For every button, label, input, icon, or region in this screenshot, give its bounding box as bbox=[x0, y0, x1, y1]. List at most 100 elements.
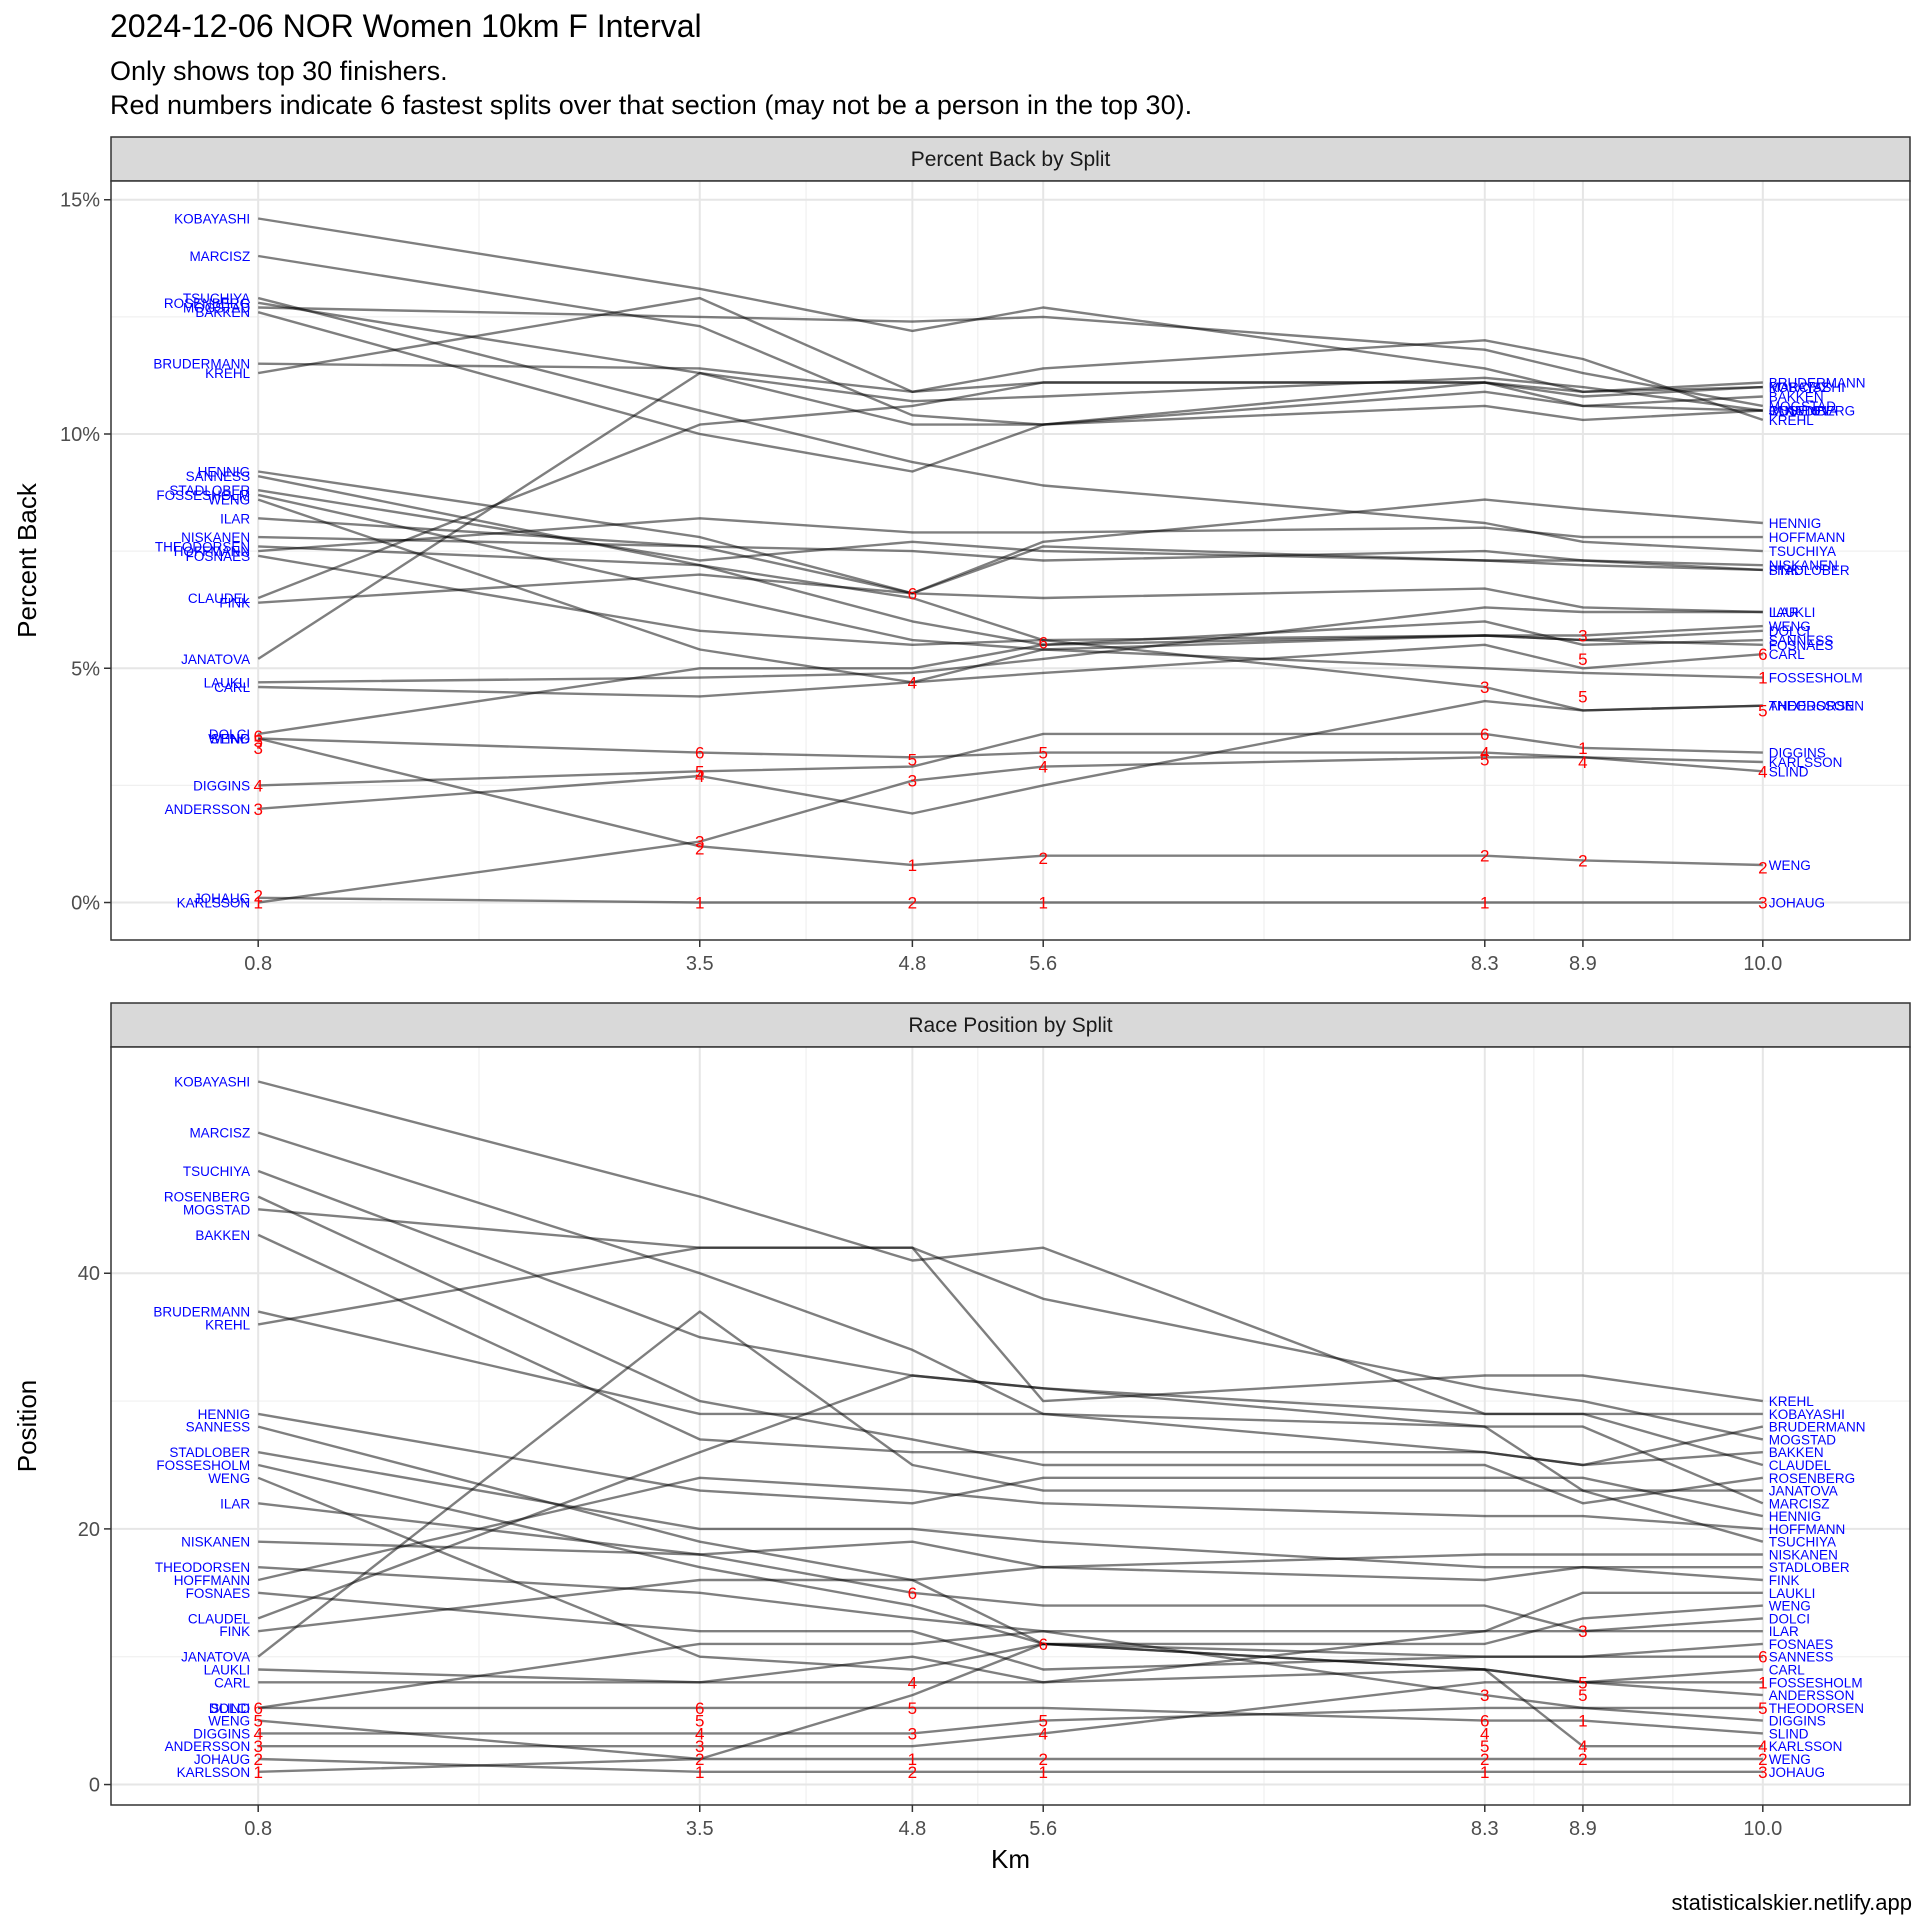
end-name-label: SLIND bbox=[1769, 764, 1809, 779]
plot-area bbox=[111, 1047, 1910, 1805]
start-name-label: WENG bbox=[208, 1714, 250, 1729]
series-line bbox=[257, 371, 1763, 660]
rank-number: 2 bbox=[1758, 858, 1767, 877]
x-tick-label: 3.5 bbox=[686, 1818, 714, 1840]
end-name-label: TSUCHIYA bbox=[1769, 1535, 1836, 1550]
rank-number: 4 bbox=[1578, 753, 1587, 772]
end-name-label: ANDERSSON bbox=[1769, 1688, 1855, 1703]
start-name-label: ANDERSSON bbox=[165, 1739, 251, 1754]
rank-number: 1 bbox=[908, 856, 917, 875]
rank-number: 5 bbox=[1480, 751, 1489, 770]
x-axis: 0.8 3.5 4.8 5.6 8.3 8.9 10.0 Km bbox=[244, 1805, 1782, 1874]
end-name-label: CLAUDEL bbox=[1769, 1458, 1832, 1473]
rank-number: 6 bbox=[253, 1699, 262, 1718]
x-tick-label: 8.9 bbox=[1569, 1818, 1597, 1840]
x-tick-label: 0.8 bbox=[244, 953, 272, 975]
start-name-label: LAUKLI bbox=[204, 675, 251, 690]
end-name-label: MOGSTAD bbox=[1769, 399, 1837, 414]
rank-number: 2 bbox=[908, 894, 917, 913]
end-name-label: ANDERSSON bbox=[1769, 699, 1855, 714]
end-name-label: WENG bbox=[1769, 619, 1811, 634]
rank-number: 5 bbox=[1038, 744, 1047, 763]
start-name-label: WENG bbox=[208, 732, 250, 747]
start-name-label: TSUCHIYA bbox=[183, 1164, 250, 1179]
series-line bbox=[257, 296, 1763, 553]
end-name-label: DOLCI bbox=[1769, 624, 1810, 639]
rank-number: 2 bbox=[1480, 1750, 1489, 1769]
start-name-label: FOSNAES bbox=[186, 1586, 251, 1601]
end-name-label: HENNIG bbox=[1769, 516, 1822, 531]
rank-number: 1 bbox=[1758, 669, 1767, 688]
end-name-label: DOLCI bbox=[1769, 1611, 1810, 1626]
rank-number: 4 bbox=[1480, 744, 1489, 763]
panel-border bbox=[110, 1046, 1911, 1806]
series-line bbox=[258, 1706, 1763, 1735]
end-name-label: CARL bbox=[1769, 647, 1806, 662]
series-line bbox=[257, 381, 1763, 600]
end-name-label: LAUKLI bbox=[1769, 605, 1816, 620]
rank-number: 5 bbox=[1578, 1673, 1587, 1692]
end-name-label: MARCISZ bbox=[1769, 380, 1830, 395]
rank-number: 3 bbox=[253, 739, 262, 758]
rank-number: 1 bbox=[1578, 739, 1587, 758]
start-name-label: KOBAYASHI bbox=[174, 211, 250, 226]
end-name-label: FOSNAES bbox=[1769, 1637, 1834, 1652]
rank-number: 6 bbox=[253, 727, 262, 746]
rank-number: 4 bbox=[253, 776, 262, 795]
end-name-label: NISKANEN bbox=[1769, 1547, 1838, 1562]
rank-number: 2 bbox=[1578, 1750, 1587, 1769]
start-name-label: SANNESS bbox=[186, 469, 251, 484]
series-line bbox=[257, 1374, 1764, 1620]
start-name-label: HOFFMANN bbox=[174, 544, 251, 559]
rank-number: 5 bbox=[1578, 687, 1587, 706]
rank-number: 4 bbox=[695, 1724, 704, 1743]
end-name-label: ILAR bbox=[1769, 605, 1799, 620]
series-lines bbox=[257, 1080, 1764, 1774]
rank-number: 2 bbox=[1480, 847, 1489, 866]
start-name-label: FINK bbox=[219, 596, 250, 611]
rank-number: 4 bbox=[908, 673, 917, 692]
end-name-label: NISKANEN bbox=[1769, 558, 1838, 573]
rank-number: 4 bbox=[1758, 762, 1767, 781]
end-name-label: BRUDERMANN bbox=[1769, 375, 1866, 390]
rank-number: 3 bbox=[695, 1737, 704, 1756]
series-line bbox=[257, 498, 1763, 684]
rank-number: 6 bbox=[1038, 633, 1047, 652]
start-name-label: DOLCI bbox=[209, 727, 250, 742]
panel-strip bbox=[110, 136, 1911, 182]
start-name-label: CLAUDEL bbox=[188, 1611, 251, 1626]
end-name-label: ROSENBERG bbox=[1769, 404, 1855, 419]
rank-number: 2 bbox=[908, 1763, 917, 1782]
series-line bbox=[258, 517, 1763, 553]
rank-number: 1 bbox=[908, 1750, 917, 1769]
end-name-label: TSUCHIYA bbox=[1769, 544, 1836, 559]
start-labels: KOBAYASHI MARCISZ TSUCHIYA ROSENBERGMOGSTAD… bbox=[153, 1075, 250, 1780]
chart-subtitle-line-2: Red numbers indicate 6 fastest splits ov… bbox=[110, 90, 1193, 120]
end-name-label: MARCISZ bbox=[1769, 1496, 1830, 1511]
end-name-label: BAKKEN bbox=[1769, 390, 1824, 405]
series-line bbox=[257, 737, 1763, 867]
start-name-label: TSUCHIYA bbox=[183, 291, 250, 306]
rank-number: 2 bbox=[253, 886, 262, 905]
rank-number: 3 bbox=[253, 800, 262, 819]
series-line bbox=[258, 896, 1763, 904]
start-name-label: JANATOVA bbox=[181, 652, 250, 667]
start-name-label: SLIND bbox=[210, 1701, 250, 1716]
end-name-label: BAKKEN bbox=[1769, 1445, 1824, 1460]
rank-number: 6 bbox=[1038, 1635, 1047, 1654]
series-line bbox=[257, 1310, 1763, 1658]
rank-number: 2 bbox=[695, 840, 704, 859]
rank-number: 4 bbox=[1578, 1737, 1587, 1756]
series-line bbox=[257, 1195, 1763, 1505]
end-name-label: KREHL bbox=[1769, 1394, 1815, 1409]
start-name-label: NISKANEN bbox=[181, 1535, 250, 1550]
start-name-label: MARCISZ bbox=[189, 1126, 250, 1141]
start-name-label: BAKKEN bbox=[195, 1228, 250, 1243]
panel-border bbox=[110, 180, 1911, 941]
series-line bbox=[258, 1591, 1763, 1671]
series-line bbox=[258, 1706, 1763, 1735]
panel-2: Race Position by Split KOBAYASHI MARCISZ TS… bbox=[12, 1002, 1911, 1874]
start-name-label: ILAR bbox=[220, 511, 250, 526]
end-name-label: LAUKLI bbox=[1769, 1586, 1816, 1601]
